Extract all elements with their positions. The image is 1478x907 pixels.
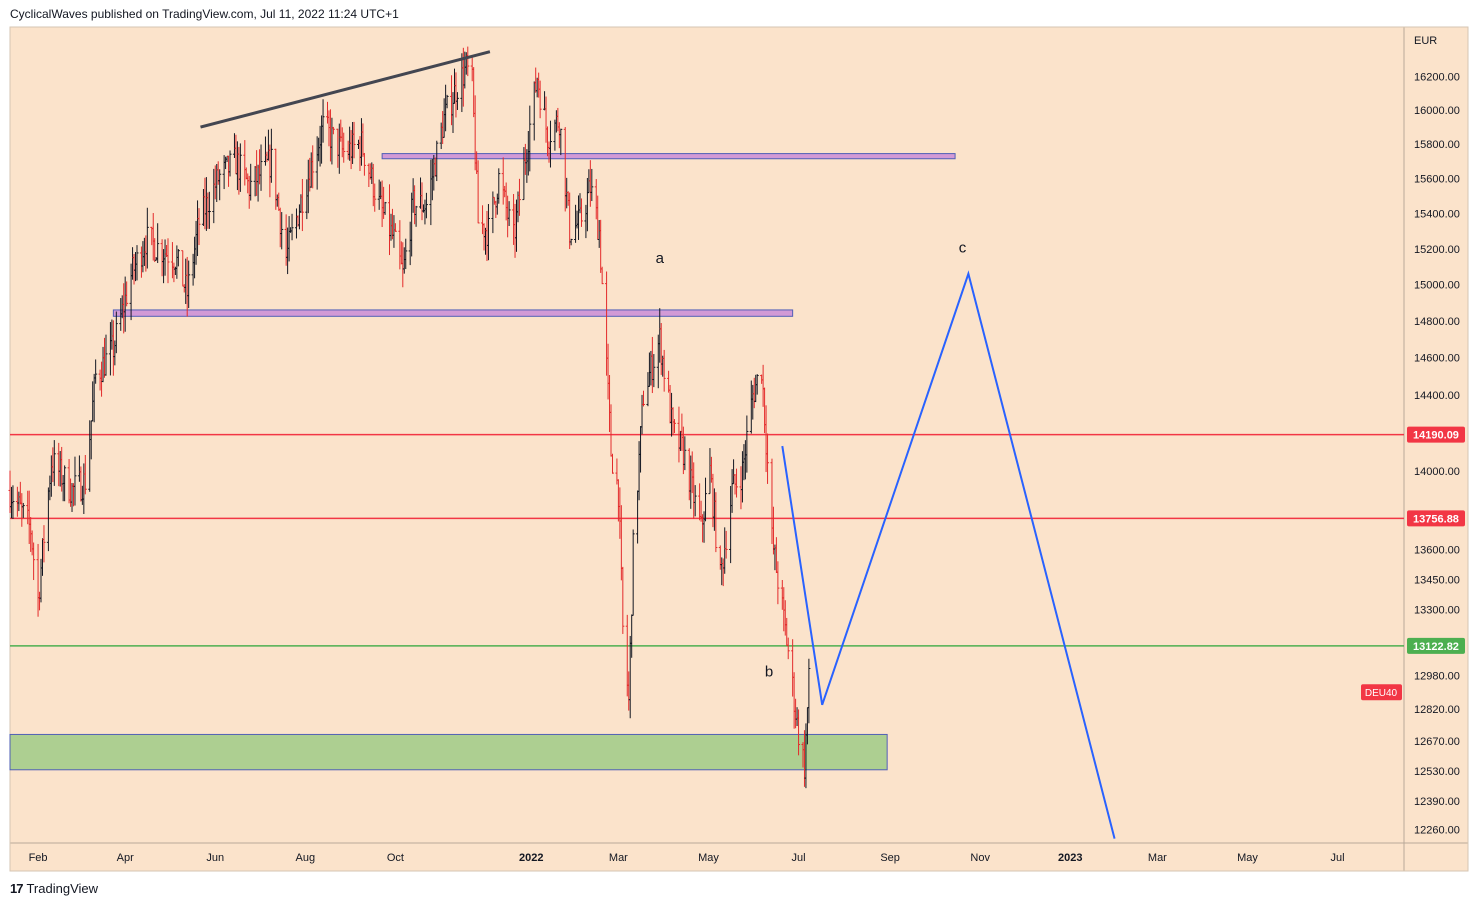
zone-upper-resistance[interactable]: [381, 153, 956, 160]
symbol-tag: [1361, 684, 1402, 701]
currency-label: EUR: [1414, 35, 1437, 47]
y-tick-label: 13300.00: [1414, 605, 1460, 617]
x-tick-label: May: [1237, 852, 1258, 864]
time-axis-pane[interactable]: [10, 843, 1468, 871]
y-tick-label: 12980.00: [1414, 671, 1460, 683]
tradingview-brand: TradingView: [26, 881, 99, 896]
y-tick-label: 14000.00: [1414, 466, 1460, 478]
y-tick-label: 13450.00: [1414, 574, 1460, 586]
x-tick-label: Mar: [609, 852, 628, 864]
y-tick-label: 14800.00: [1414, 316, 1460, 328]
publish-info: CyclicalWaves published on TradingView.c…: [10, 7, 399, 21]
y-tick-label: 15800.00: [1414, 139, 1460, 151]
y-tick-label: 15400.00: [1414, 208, 1460, 220]
symbol-tag-label: DEU40: [1365, 688, 1398, 699]
y-tick-label: 16000.00: [1414, 105, 1460, 117]
y-tick-label: 12390.00: [1414, 796, 1460, 808]
y-tick-label: 15000.00: [1414, 280, 1460, 292]
y-tick-label: 15200.00: [1414, 244, 1460, 256]
y-tick-label: 12530.00: [1414, 766, 1460, 778]
y-tick-label: 15600.00: [1414, 174, 1460, 186]
tradingview-footer[interactable]: 17 TradingView: [10, 881, 98, 896]
x-tick-label: Aug: [296, 852, 316, 864]
zone-support[interactable]: [9, 733, 888, 771]
wave-projection-line[interactable]: [781, 270, 1116, 839]
y-tick-label: 12670.00: [1414, 736, 1460, 748]
x-tick-label: Feb: [29, 852, 48, 864]
price-tag-upper-red: [1407, 426, 1465, 443]
x-tick-label: Oct: [387, 852, 404, 864]
x-tick-label: Jul: [792, 852, 806, 864]
y-tick-label: 12820.00: [1414, 704, 1460, 716]
price-tag-label-upper-red: 14190.09: [1413, 430, 1459, 442]
x-tick-label: Mar: [1148, 852, 1167, 864]
y-tick-label: 13600.00: [1414, 544, 1460, 556]
price-tag-label-lower-red: 13756.88: [1413, 513, 1459, 525]
trendline-top[interactable]: [200, 50, 491, 129]
chart-border: [9, 26, 1469, 872]
y-tick-label: 14600.00: [1414, 353, 1460, 365]
x-tick-label: 2022: [519, 852, 543, 864]
price-tag-lower-red: [1407, 510, 1465, 527]
x-tick-label: Nov: [970, 852, 990, 864]
price-tag-label-green: 13122.82: [1413, 641, 1459, 653]
wave-label-a: a: [656, 250, 665, 267]
y-tick-label: 16200.00: [1414, 72, 1460, 84]
y-tick-label: 12260.00: [1414, 825, 1460, 837]
x-tick-label: 2023: [1058, 852, 1082, 864]
y-tick-label: 14400.00: [1414, 390, 1460, 402]
x-tick-label: Jun: [206, 852, 224, 864]
zone-mid-resistance[interactable]: [112, 309, 794, 317]
x-tick-label: Sep: [880, 852, 900, 864]
tradingview-logo-icon: 17: [10, 881, 24, 896]
wave-label-c: c: [959, 239, 967, 256]
wave-label-b: b: [765, 664, 773, 681]
x-tick-label: Jul: [1331, 852, 1345, 864]
x-tick-label: May: [698, 852, 719, 864]
price-tag-green: [1407, 637, 1465, 654]
x-tick-label: Apr: [117, 852, 134, 864]
